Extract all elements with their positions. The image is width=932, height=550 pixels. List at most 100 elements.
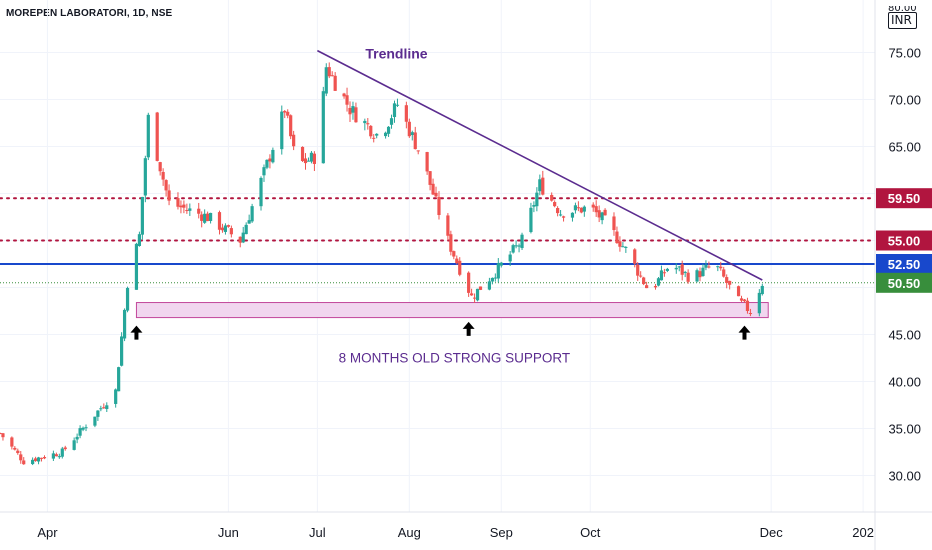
price-level-tag-label: 50.50 [888,276,921,291]
candle-up [659,270,664,281]
candle-up [716,266,720,268]
candle-up [81,427,85,430]
candle-up [600,212,604,221]
candle-up [538,179,542,192]
candle-up [386,126,391,134]
candle-down [434,192,438,197]
candle-down [366,123,370,125]
candle-up [280,111,284,150]
candle-down [206,213,210,222]
time-tick-label: Jun [218,525,239,540]
candle-down [369,125,373,137]
candle-down [553,202,557,207]
candle-up [499,262,503,266]
candle-up [511,245,515,253]
candle-down [300,146,305,161]
candle-down [748,313,753,315]
candle-down [470,293,474,296]
price-level-tag-label: 55.00 [888,234,921,249]
price-level-tag [876,272,932,293]
up-arrow-icon [462,321,475,336]
candle-up [146,114,150,158]
candle-down [33,458,38,461]
time-tick-label: Aug [398,525,421,540]
time-axis[interactable]: Apr Jun Jul Aug Sep Oct Dec 202 [0,511,932,540]
time-tick-label: 202 [852,525,874,540]
candle-up [508,254,512,262]
candle-down [541,177,545,195]
price-level-tag [876,230,932,251]
candle-down [472,297,477,299]
candle-down [161,171,165,180]
candle-down [478,286,483,290]
price-tick-label: 65.00 [888,140,921,155]
price-level-tag [876,254,932,274]
candle-up [490,277,494,282]
trendline-label: Trendline [365,46,427,62]
candle-down [615,231,619,244]
candle-up [244,224,248,235]
candle-up [271,149,275,163]
candle-down [662,272,667,274]
candle-up [306,160,311,162]
candle-up [529,207,533,233]
candle-up [665,268,669,271]
candle-down [200,214,204,221]
candle-down [745,300,750,312]
price-axis[interactable]: 75.0070.0065.0060.0055.0050.0045.0040.00… [874,0,932,550]
candle-up [760,285,764,295]
candle-down [197,208,201,214]
candle-up [72,440,76,450]
candle-up [120,336,124,366]
candle-down [431,183,435,195]
candle-down [618,241,622,247]
candle-up [683,271,687,273]
candle-up [78,428,82,436]
candle-down [176,198,180,207]
price-level-tag [876,188,932,209]
candle-down [636,264,640,276]
candle-down [707,266,711,268]
price-tick-label: 35.00 [888,422,921,437]
candle-down [63,447,67,450]
candle-up [677,266,681,268]
candle-up [137,234,142,247]
candle-up [375,133,379,136]
candle-down [19,454,23,461]
candle-down [167,190,171,201]
candle-up [57,456,61,458]
time-tick-label: Dec [760,525,784,540]
candle-up [674,267,678,270]
candle-down [158,162,162,172]
candle-down [238,236,242,243]
candle-down [283,111,287,113]
candle-down [722,269,726,277]
candle-up [84,427,88,429]
candle-down [354,107,358,123]
time-tick-label: Apr [37,525,58,540]
candle-down [413,132,417,150]
candle-up [143,158,147,196]
support-zone-rect [135,302,769,319]
candle-down [217,212,222,230]
candle-up [75,436,79,440]
candle-down [42,457,47,459]
candle-up [532,205,536,207]
candle-up [259,177,263,207]
candle-down [333,75,337,91]
candle-down [289,115,293,137]
support-zone [135,302,769,319]
candle-down [185,210,189,212]
candle-down [348,107,352,115]
trendline-layer[interactable]: Trendline [317,46,763,281]
candle-up [99,408,103,410]
candle-down [550,194,554,201]
candle-up [389,118,394,125]
candle-down [591,204,595,208]
candle-up [241,232,245,243]
candle-down [0,433,2,435]
currency-selector[interactable]: 80.00 INR [888,6,917,29]
candle-down [698,271,702,278]
price-tick-label: 30.00 [888,469,921,484]
